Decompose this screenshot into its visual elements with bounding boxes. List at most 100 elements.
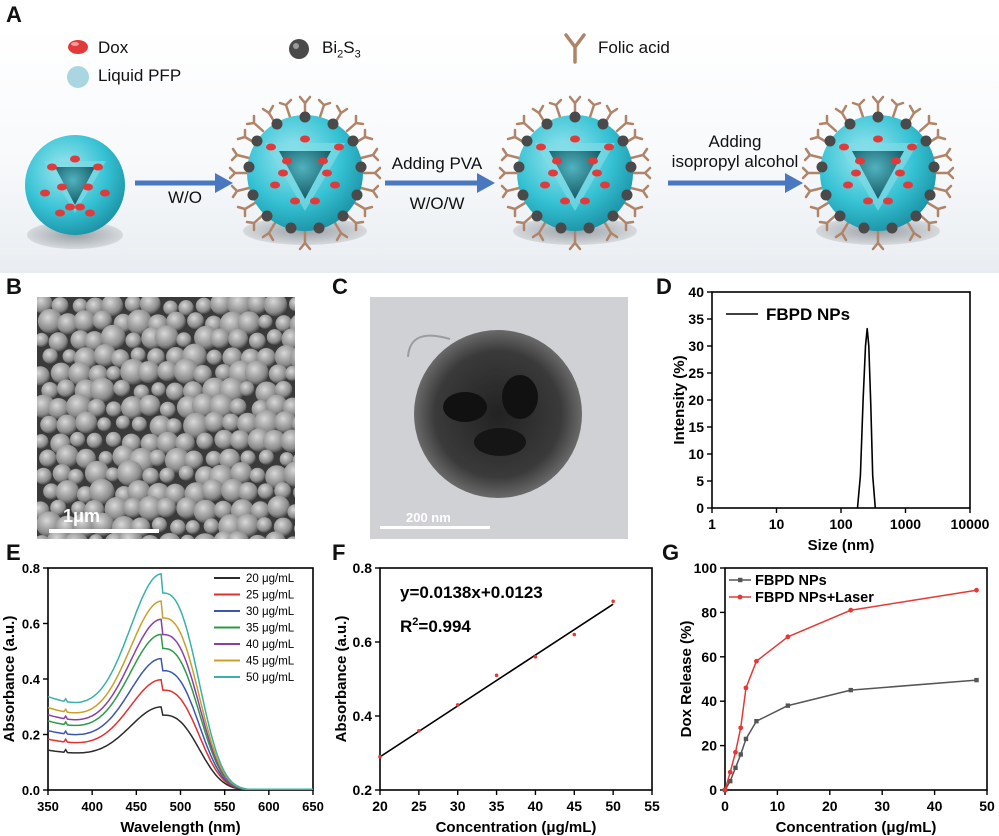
sem-sphere <box>185 520 200 535</box>
legend-folic: Folic acid <box>598 38 670 57</box>
sem-sphere <box>89 478 115 505</box>
sem-sphere <box>265 531 286 539</box>
sem-sphere <box>71 501 87 517</box>
chart-d-ytick-label: 5 <box>696 473 704 489</box>
chart-g-data-point <box>974 587 979 593</box>
panel-letter-f: F <box>332 540 346 565</box>
sem-sphere <box>237 311 261 335</box>
sem-sphere <box>258 314 273 329</box>
sem-sphere <box>138 495 163 521</box>
sem-sphere <box>178 465 194 481</box>
chart-f-r2-value: =0.994 <box>418 617 471 636</box>
chart-f-ytick-label: 0.4 <box>353 708 373 724</box>
chart-e-xlabel: Wavelength (nm) <box>120 819 240 836</box>
panel-letter-b: B <box>6 274 22 299</box>
chart-g-ytick-label: 100 <box>694 560 718 576</box>
chart-g-data-point <box>848 687 853 693</box>
tem-image: 200 nm <box>370 297 628 539</box>
chart-e-legend-label: 45 μg/mL <box>246 656 295 668</box>
sem-sphere <box>37 434 49 449</box>
chart-g-xtick-label: 50 <box>979 798 995 814</box>
sem-sphere <box>151 382 166 397</box>
sem-sphere <box>288 297 295 312</box>
chart-e-legend-label: 40 μg/mL <box>246 639 295 651</box>
sem-sphere <box>257 483 274 500</box>
panel-letter-a: A <box>6 2 22 27</box>
sem-sphere <box>240 450 256 466</box>
chart-d-xtick-label: 100 <box>829 516 853 532</box>
chart-g-data-point <box>733 765 738 770</box>
sem-sphere <box>287 504 295 520</box>
chart-e-xtick-label: 550 <box>214 799 236 814</box>
arrow-step-1 <box>135 173 233 193</box>
sem-sphere <box>37 332 49 347</box>
chart-e-xtick-label: 500 <box>170 799 192 814</box>
sem-sphere <box>159 467 175 484</box>
sem-sphere <box>148 449 166 467</box>
chart-g-ytick-label: 60 <box>701 649 717 665</box>
sem-sphere <box>187 312 204 330</box>
sem-sphere <box>287 536 295 539</box>
sem-sphere <box>214 429 234 450</box>
sem-sphere <box>93 344 117 367</box>
chart-g-data-point <box>728 778 733 784</box>
sem-sphere <box>50 362 72 384</box>
sem-sphere <box>176 497 198 519</box>
sem-sphere <box>178 300 194 316</box>
chart-f-data-point <box>455 703 460 707</box>
chart-f-equation: y=0.0138x+0.0123 <box>400 583 543 602</box>
step2-label-top: Adding PVA <box>391 154 483 173</box>
sem-sphere <box>274 380 293 399</box>
sem-sphere <box>139 394 161 417</box>
chart-f-xtick-label: 45 <box>566 798 582 814</box>
sem-sphere <box>165 382 185 401</box>
chart-g-ytick-label: 40 <box>701 693 717 709</box>
sem-sphere <box>51 297 69 314</box>
sem-sphere <box>156 497 177 518</box>
sem-sphere <box>87 398 106 417</box>
panel-letter-e: E <box>6 540 21 565</box>
sem-sphere <box>201 479 224 502</box>
chart-d-series-line <box>856 327 877 509</box>
dox-icon <box>68 40 88 54</box>
legend-dox: Dox <box>98 38 129 57</box>
sem-sphere <box>281 328 295 350</box>
sem-sphere <box>100 324 126 350</box>
sem-sphere <box>222 413 240 432</box>
chart-d-ylabel: Intensity (%) <box>671 355 688 444</box>
chart-f-xtick-label: 40 <box>528 798 544 814</box>
sem-sphere <box>291 417 295 431</box>
chart-e-series-line <box>47 678 313 790</box>
sem-sphere <box>193 364 213 384</box>
chart-g-data-point <box>848 607 854 613</box>
chart-e-ytick-label: 0.8 <box>22 561 40 576</box>
chart-f-xtick-label: 30 <box>450 798 466 814</box>
chart-f-r2: R2=0.994 <box>400 616 471 636</box>
sem-sphere <box>73 310 96 333</box>
panel-letter-d: D <box>656 274 672 299</box>
chart-f-data-point <box>417 729 421 733</box>
sem-sphere <box>215 364 232 381</box>
chart-g-ylabel: Dox Release (%) <box>678 621 695 738</box>
sem-sphere <box>183 412 210 439</box>
sem-sphere <box>97 417 112 432</box>
chart-f-ylabel: Absorbance (a.u.) <box>333 616 350 743</box>
legend-icons-left <box>67 40 89 88</box>
sem-sphere <box>274 410 295 434</box>
sem-sphere <box>247 297 268 315</box>
chart-f-data-point <box>494 673 499 678</box>
chart-g-data-point <box>738 752 743 757</box>
chart-e-legend-label: 50 μg/mL <box>246 672 295 684</box>
sem-sphere <box>235 513 260 538</box>
sem-sphere <box>280 429 295 453</box>
sem-sphere <box>70 330 90 350</box>
chart-g-data-point <box>722 787 728 793</box>
sem-sphere <box>56 414 78 436</box>
sem-sphere <box>229 398 247 416</box>
chart-e-xtick-label: 650 <box>302 799 324 814</box>
chart-g-xtick-label: 40 <box>927 798 943 814</box>
sem-sphere <box>176 332 192 348</box>
sem-sphere <box>130 347 146 363</box>
scalebar-c <box>380 526 490 529</box>
chart-d-ytick-label: 40 <box>688 284 704 300</box>
